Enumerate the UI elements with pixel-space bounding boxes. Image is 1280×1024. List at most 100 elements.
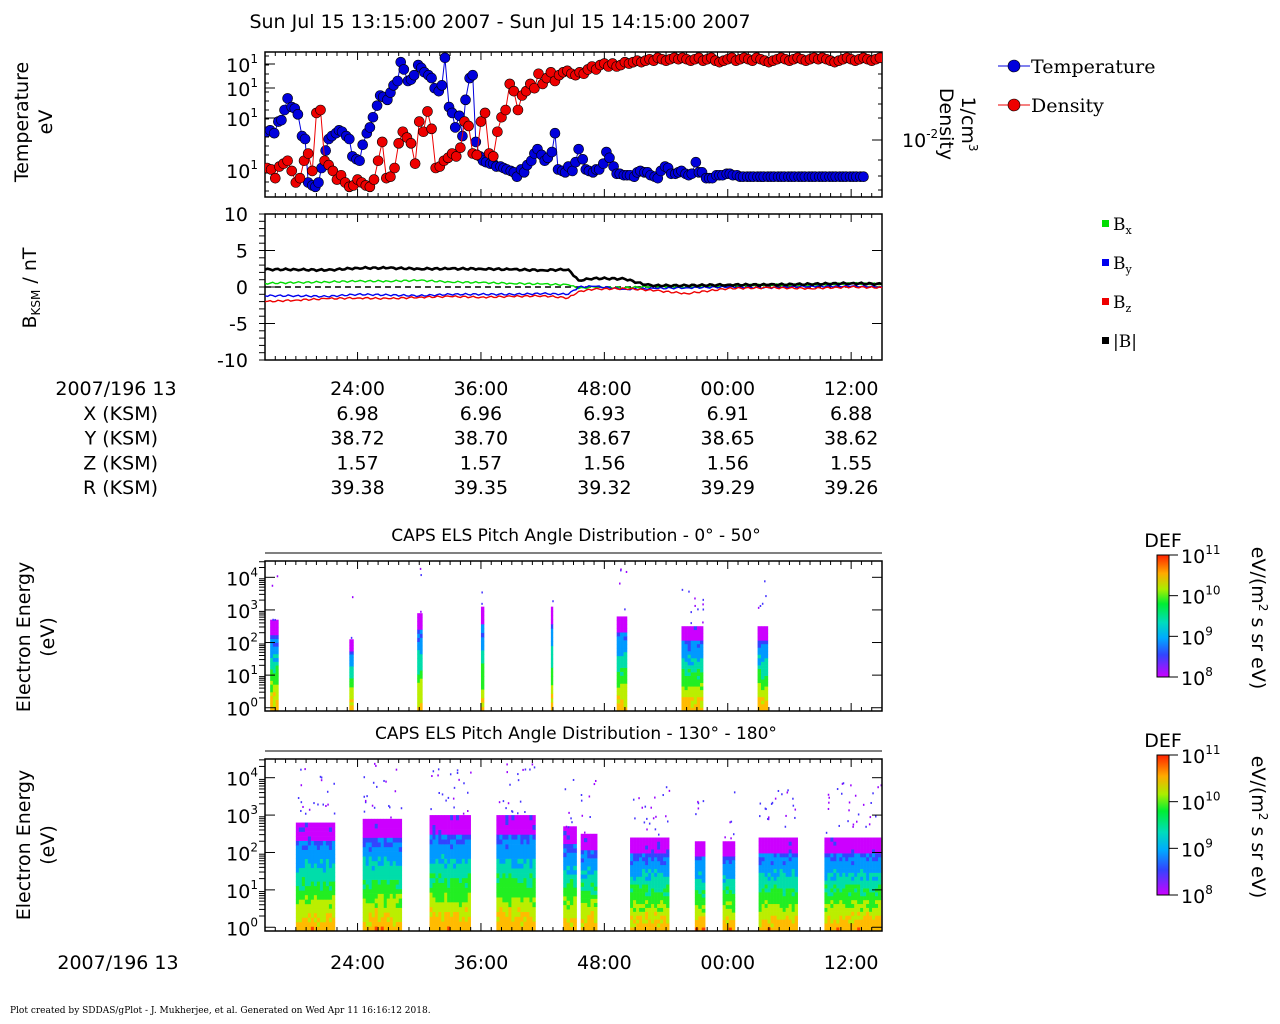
temperature-point-55 [449, 122, 461, 133]
pa130-burst-1-cell [392, 865, 397, 871]
pa130-burst-6-speck [654, 828, 657, 831]
pa0-burst-6-cell [693, 686, 698, 691]
pa130-burst-1-cell [386, 898, 391, 904]
pa0-burst-0-cell [275, 707, 279, 712]
pa130-burst-10-cell [854, 864, 858, 869]
pa130-burst-2-cell [447, 863, 451, 869]
pa130-burst-5-cell [593, 870, 598, 875]
pa130-burst-9-cell [770, 923, 774, 928]
pa130-burst-10-cell [869, 895, 873, 901]
pa130-burst-10-cell [836, 868, 840, 873]
pa130-burst-2-cell [453, 906, 457, 912]
pa0-burst-6-cell [684, 643, 688, 648]
pa130-burst-3-cell [496, 916, 500, 922]
pa130-burst-1-cell [395, 898, 400, 904]
pa130-burst-1-cell [368, 856, 373, 862]
density-axis-unit: 1/cm3 [957, 96, 980, 151]
pa130-burst-0-speck [308, 808, 311, 811]
pa130-burst-3-cell [514, 848, 518, 855]
pa0-burst-7-cell [764, 693, 769, 698]
pa130-burst-0-cell [304, 899, 309, 905]
pa130-burst-3-cell [514, 815, 518, 821]
pa130-burst-2-cell [455, 819, 460, 826]
pa130-burst-9-speck [764, 807, 767, 810]
pa130-burst-6-cell [660, 907, 664, 912]
pa130-burst-2-cell [444, 868, 448, 874]
pa130-burst-6-cell [642, 903, 646, 908]
pa130-burst-8-cell [731, 871, 736, 876]
pa130-burst-10-cell [824, 853, 828, 858]
pa130-burst-3-cell [529, 815, 533, 821]
pa130-burst-10-cell [851, 841, 855, 846]
pa130-burst-4-cell [573, 843, 577, 849]
pa130-burst-1-cell [395, 846, 400, 852]
pa130-burst-1-cell [368, 842, 373, 848]
pa130-burst-2-cell [450, 834, 454, 840]
pa0-burst-6-cell [681, 661, 685, 666]
pa0-burst-6-cell [681, 696, 685, 701]
pa130-burst-0-cell [313, 840, 318, 846]
pa0-burst-1-cell [349, 687, 354, 691]
pa0-burst-7-cell [760, 696, 765, 701]
pa130-burst-9-cell [764, 888, 768, 893]
pa130-burst-10-cell [845, 872, 849, 877]
pa130-burst-0-cell [313, 926, 318, 932]
pa130-burst-9-cell [770, 849, 774, 854]
pa130-burst-8-cell [722, 908, 726, 913]
ephemeris-value-2-2: 1.56 [583, 452, 625, 474]
pa0-burst-1-cell [349, 642, 354, 646]
pa130-burst-3-cell [496, 906, 500, 912]
pa0-burst-6-speck [702, 608, 705, 611]
pa0-burst-7-cell [760, 636, 765, 641]
pitch-angle-0-50-plot-frame [264, 560, 883, 712]
pa130-burst-9-cell [761, 911, 765, 916]
legend-bz-label: Bz [1113, 293, 1132, 315]
pa130-burst-6-cell [651, 849, 655, 854]
pa130-burst-9-cell [761, 903, 765, 908]
pa130-burst-5-cell [593, 841, 598, 847]
pa130-burst-9-cell [788, 903, 792, 908]
pa0-burst-6-cell [690, 668, 695, 673]
pa130-burst-0-cell [322, 831, 327, 837]
pa130-burst-10-cell [830, 899, 834, 905]
pa130-burst-9-cell [791, 880, 795, 885]
pa130-burst-10-cell [872, 911, 876, 916]
pa130-burst-3-cell [502, 877, 506, 884]
pa130-burst-0-cell [328, 903, 333, 909]
density-point-5 [282, 155, 293, 167]
pa130-burst-3-cell [529, 911, 533, 917]
pa130-burst-9-cell [776, 899, 780, 905]
pa130-burst-6-cell [657, 919, 661, 924]
pa130-burst-2-cell [447, 877, 451, 884]
pa130-burst-2-cell [441, 858, 445, 864]
pa130-burst-1-cell [365, 921, 370, 927]
pa130-burst-10-cell [857, 853, 861, 858]
pa130-burst-4-cell [569, 843, 574, 849]
pa0-burst-6-cell [684, 650, 688, 655]
pa130-burst-9-cell [764, 837, 768, 842]
pa130-burst-9-cell [761, 888, 765, 893]
pa130-burst-6-cell [633, 892, 637, 897]
btot-series-line [264, 265, 883, 288]
pa130-burst-9-cell [782, 892, 786, 897]
pa130-burst-1-speck [372, 781, 375, 784]
pa130-burst-9-cell [773, 903, 777, 908]
pa130-burst-10-cell [860, 895, 864, 901]
pa0-burst-3-cell [480, 680, 485, 686]
pa130-burst-6-cell [666, 892, 670, 897]
pa130-burst-4-cell [563, 835, 567, 840]
pa130-burst-6-cell [636, 888, 640, 893]
pa130-burst-4-cell [573, 830, 577, 836]
pa130-burst-9-cell [770, 841, 774, 846]
pa130-burst-2-speck [453, 806, 455, 809]
pa130-burst-9-cell [776, 860, 780, 866]
pa130-burst-2-cell [435, 844, 439, 850]
pa130-burst-9-cell [788, 872, 792, 877]
pa0-burst-4-cell [550, 706, 554, 712]
pa130-burst-2-cell [467, 882, 471, 888]
pa130-burst-10-cell [854, 895, 858, 901]
pa130-burst-6-cell [657, 856, 661, 862]
pa130-burst-2-cell [435, 892, 439, 898]
pa130-burst-9-cell [770, 884, 774, 889]
pa130-burst-6-cell [666, 915, 670, 920]
